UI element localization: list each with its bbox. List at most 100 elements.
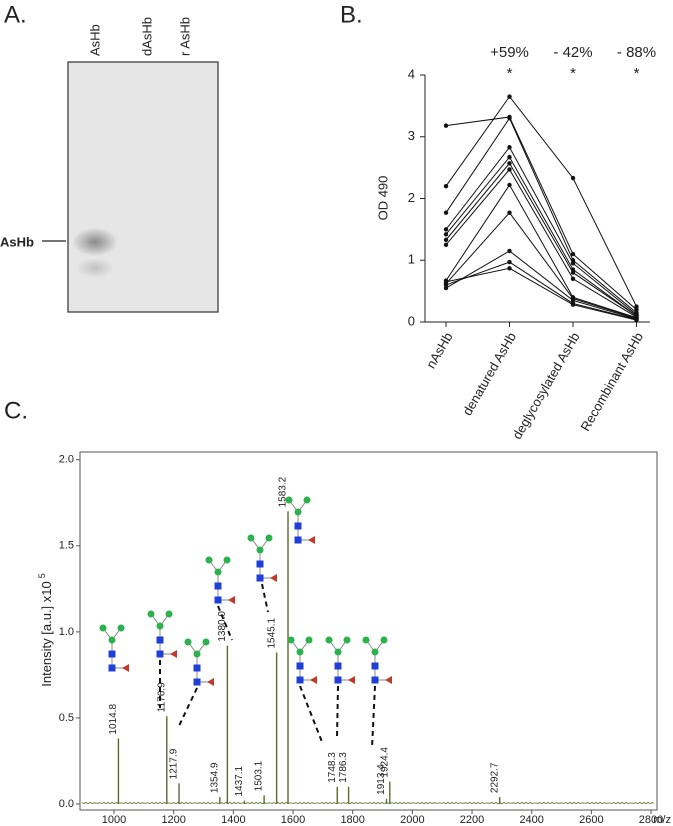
data-point <box>570 261 576 266</box>
fucose <box>308 536 315 544</box>
mannose <box>287 636 295 644</box>
y-tick-label: 0.0 <box>59 798 74 810</box>
mannose <box>223 556 231 564</box>
glycan-icon <box>325 636 355 684</box>
x-tick-label: 1600 <box>281 814 305 826</box>
mannose <box>265 534 273 542</box>
glcnac <box>108 664 116 672</box>
series-line <box>445 156 637 317</box>
series-line <box>445 211 637 319</box>
y-tick-label: 3 <box>408 128 415 143</box>
mannose <box>334 648 342 656</box>
glycan-connector <box>217 605 233 641</box>
y-tick-label: 1 <box>408 252 415 267</box>
annotation: - 88% <box>617 44 656 61</box>
peak-label: 1217.9 <box>169 748 180 779</box>
data-point <box>443 285 449 291</box>
data-point <box>634 317 639 323</box>
x-tick-label: 2000 <box>400 814 424 826</box>
mannose <box>247 534 255 542</box>
mannose <box>202 638 210 646</box>
data-point <box>634 304 639 309</box>
data-point <box>570 251 576 257</box>
x-tick-label: 2400 <box>519 814 543 826</box>
data-point <box>443 232 449 237</box>
glycan-connector <box>371 685 376 749</box>
glcnac <box>193 678 201 686</box>
series-line <box>445 183 637 319</box>
mannose <box>256 546 264 554</box>
x-tick-label: denatured AsHb <box>459 330 519 418</box>
data-point <box>443 183 449 189</box>
data-point <box>570 276 576 281</box>
fucose <box>385 676 392 684</box>
glycan-icon <box>184 638 214 686</box>
data-point <box>443 282 449 288</box>
lane-label: r AsHb <box>177 17 192 56</box>
y-tick-label: 1.0 <box>59 626 74 638</box>
mannose <box>285 496 293 504</box>
y-axis-label-text: Intensity [a.u.] x10 <box>39 581 54 687</box>
gel-band <box>73 228 117 256</box>
glycan-icon <box>247 534 277 582</box>
glycan-connector <box>261 583 269 613</box>
mannose <box>325 636 333 644</box>
panel-label: B. <box>340 1 363 28</box>
data-point <box>507 248 512 254</box>
data-point <box>507 161 512 166</box>
y-axis-label-exponent: 5 <box>37 573 47 578</box>
mannose <box>343 636 351 644</box>
x-tick-label: 2600 <box>579 814 603 826</box>
data-point <box>507 145 512 150</box>
y-tick-label: 2 <box>408 190 415 205</box>
data-point <box>570 270 576 275</box>
y-tick-label: 4 <box>408 66 415 81</box>
peak-label: 1380.0 <box>217 611 228 642</box>
lane-label: AsHb <box>87 24 102 56</box>
mannose <box>184 638 192 646</box>
y-tick-label: 1.5 <box>59 540 74 552</box>
data-point <box>570 175 576 181</box>
glycan-connector <box>336 685 339 739</box>
mannose <box>156 622 164 630</box>
mannose <box>371 648 379 656</box>
data-point <box>634 307 639 312</box>
data-point <box>507 94 512 99</box>
baseline <box>81 801 655 805</box>
mannose <box>205 556 213 564</box>
x-tick-label: 1800 <box>340 814 364 826</box>
series-line <box>445 116 637 311</box>
x-tick-label: nAsHb <box>423 330 456 371</box>
lane-label: dAsHb <box>139 17 154 56</box>
data-point <box>507 167 512 172</box>
x-axis-label: m/z <box>653 814 671 826</box>
mannose <box>165 610 173 618</box>
series-line <box>445 261 637 321</box>
peak-label: 1014.8 <box>108 704 119 735</box>
annotation: - 42% <box>553 44 592 61</box>
glcnac <box>371 662 379 670</box>
fucose <box>122 664 129 672</box>
mannose <box>362 636 370 644</box>
x-tick-label: 2800 <box>639 814 663 826</box>
glcnac <box>371 676 379 684</box>
y-tick-label: 0.5 <box>59 712 74 724</box>
glycan-icon <box>287 636 317 684</box>
y-tick-label: 0 <box>408 313 415 328</box>
peak-label: 1437.1 <box>234 766 245 797</box>
peak-label: 1913.4 <box>376 764 387 795</box>
data-point <box>507 154 512 160</box>
mannose <box>380 636 388 644</box>
fucose <box>270 574 277 582</box>
mannose <box>117 624 125 632</box>
mannose <box>294 508 302 516</box>
glycan-icon <box>99 624 129 672</box>
data-point <box>443 227 449 232</box>
glcnac <box>294 536 302 544</box>
data-point <box>507 210 512 215</box>
glcnac <box>334 662 342 670</box>
glycan-icon <box>285 496 315 544</box>
plot-frame <box>79 451 658 811</box>
series-line <box>445 95 637 307</box>
fucose <box>170 650 177 658</box>
